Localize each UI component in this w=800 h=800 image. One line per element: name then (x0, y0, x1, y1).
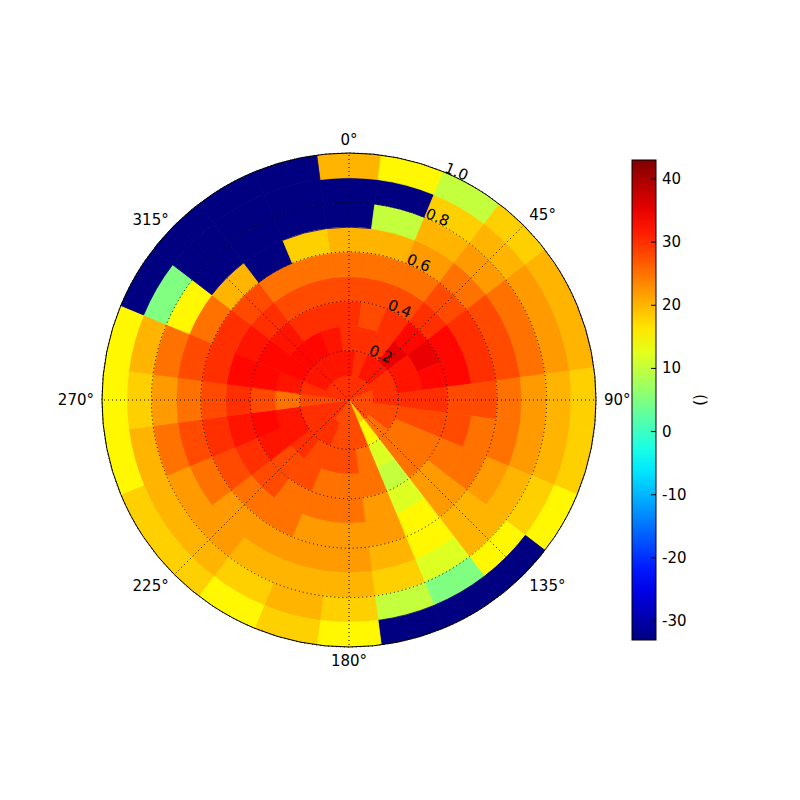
svg-text:-30: -30 (662, 612, 687, 630)
svg-text:180°: 180° (331, 652, 367, 670)
svg-text:0°: 0° (340, 131, 357, 149)
svg-text:(): () (691, 394, 709, 406)
svg-text:0: 0 (662, 423, 672, 441)
svg-text:30: 30 (662, 233, 681, 251)
svg-text:225°: 225° (133, 577, 169, 595)
svg-text:135°: 135° (529, 577, 565, 595)
svg-text:-20: -20 (662, 549, 687, 567)
svg-text:10: 10 (662, 359, 681, 377)
svg-text:40: 40 (662, 170, 681, 188)
svg-text:-10: -10 (662, 486, 687, 504)
svg-text:315°: 315° (133, 211, 169, 229)
svg-text:45°: 45° (529, 206, 556, 224)
svg-text:270°: 270° (58, 391, 94, 409)
svg-text:1.0: 1.0 (442, 159, 471, 185)
svg-text:0.6: 0.6 (404, 250, 433, 276)
svg-text:90°: 90° (604, 391, 631, 409)
svg-text:0.4: 0.4 (385, 296, 414, 322)
svg-text:20: 20 (662, 296, 681, 314)
svg-text:0.8: 0.8 (423, 205, 452, 231)
svg-text:0.2: 0.2 (366, 341, 395, 367)
